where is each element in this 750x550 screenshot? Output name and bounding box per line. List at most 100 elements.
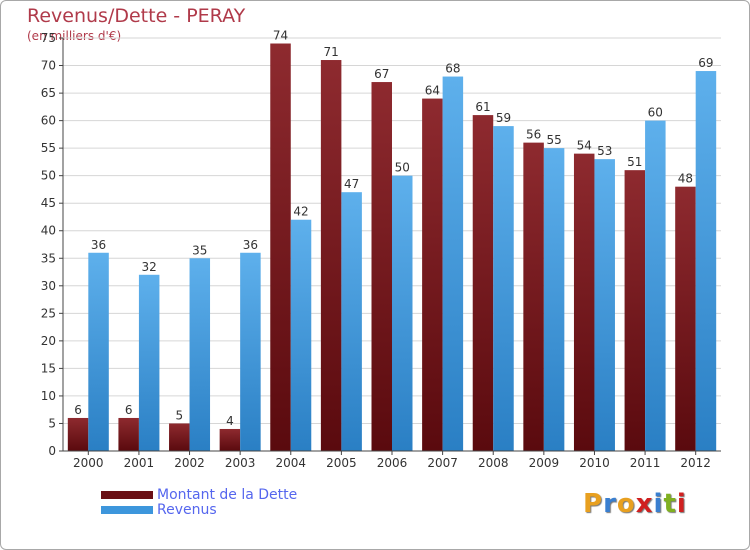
logo-letter: x: [635, 489, 654, 519]
x-tick-label: 2003: [225, 456, 256, 470]
logo-letter: P: [583, 489, 604, 519]
bar-revenus-2008: [493, 126, 514, 452]
data-label-dette: 51: [627, 155, 642, 169]
data-label-dette: 6: [74, 403, 82, 417]
logo-letter: t: [663, 489, 677, 519]
data-label-dette: 5: [175, 408, 183, 422]
data-label-revenus: 50: [395, 161, 410, 175]
logo-letter: r: [603, 489, 617, 519]
data-label-revenus: 32: [142, 260, 157, 274]
y-tick-label: 60: [41, 114, 56, 128]
data-label-revenus: 53: [597, 144, 612, 158]
bar-revenus-2002: [189, 258, 211, 451]
data-label-revenus: 42: [293, 205, 308, 219]
y-tick-label: 75: [41, 31, 56, 45]
y-tick-label: 65: [41, 86, 56, 100]
bar-dette-2012: [675, 186, 696, 451]
data-label-dette: 4: [226, 414, 234, 428]
x-tick-label: 2011: [630, 456, 661, 470]
data-label-revenus: 36: [91, 238, 106, 252]
bar-revenus-2006: [392, 175, 413, 451]
bar-dette-2001: [118, 417, 139, 451]
x-tick-label: 2009: [529, 456, 560, 470]
bar-dette-2009: [523, 142, 544, 452]
x-tick-label: 2006: [377, 456, 408, 470]
y-tick-label: 10: [41, 389, 56, 403]
logo-letter: i: [676, 489, 687, 519]
y-tick-label: 50: [41, 169, 56, 183]
data-label-dette: 61: [475, 100, 490, 114]
data-label-revenus: 35: [192, 243, 207, 257]
legend: Montant de la Dette Revenus: [101, 486, 298, 518]
legend-item-revenus: Revenus: [101, 501, 297, 518]
data-label-dette: 54: [577, 139, 592, 153]
y-tick-label: 5: [48, 416, 56, 430]
bar-revenus-2012: [695, 71, 717, 451]
data-labels: 6 36 6 32 5 35 4 36 74 42 71 47 67 50 64 68 61 59 56 55 54 53…: [74, 29, 713, 428]
x-tick-label: 2007: [427, 456, 458, 470]
data-label-dette: 6: [125, 403, 133, 417]
bar-dette-2011: [624, 170, 646, 451]
bar-dette-2007: [422, 98, 443, 451]
data-label-dette: 74: [273, 29, 288, 43]
y-tick-label: 25: [41, 306, 56, 320]
data-label-dette: 48: [678, 172, 693, 186]
logo-letter: i: [653, 489, 664, 519]
bar-dette-2006: [371, 82, 392, 451]
bar-revenus-2009: [543, 148, 565, 451]
bar-dette-2008: [472, 115, 494, 452]
bar-revenus-2000: [88, 252, 109, 451]
bar-dette-2002: [169, 423, 190, 451]
data-label-revenus: 60: [648, 106, 663, 120]
x-tick-label: 2008: [478, 456, 509, 470]
y-tick-label: 0: [48, 444, 56, 458]
x-tick-label: 2001: [124, 456, 155, 470]
x-tick-label: 2005: [326, 456, 357, 470]
bar-revenus-2007: [442, 76, 464, 452]
bar-revenus-2003: [240, 252, 261, 451]
bar-revenus-2001: [138, 274, 160, 451]
data-label-revenus: 68: [445, 62, 460, 76]
data-label-dette: 64: [425, 84, 440, 98]
data-label-dette: 67: [374, 67, 389, 81]
y-tick-label: 55: [41, 141, 56, 155]
data-label-dette: 56: [526, 128, 541, 142]
legend-swatch-revenus: [101, 505, 153, 514]
bar-dette-2005: [320, 60, 342, 451]
data-label-dette: 71: [323, 45, 338, 59]
proxiti-logo: Proxiti: [583, 489, 687, 519]
y-tick-label: 35: [41, 251, 56, 265]
data-label-revenus: 55: [546, 133, 561, 147]
bar-revenus-2004: [290, 219, 312, 451]
bar-dette-2000: [67, 417, 89, 451]
bar-revenus-2010: [594, 159, 615, 451]
chart-subtitle: (en milliers d'€): [27, 29, 122, 43]
bar-dette-2010: [573, 153, 595, 451]
data-label-revenus: 47: [344, 177, 359, 191]
data-label-revenus: 59: [496, 111, 511, 125]
x-tick-label: 2012: [680, 456, 711, 470]
data-label-revenus: 36: [243, 238, 258, 252]
y-tick-label: 15: [41, 361, 56, 375]
y-tick-label: 40: [41, 224, 56, 238]
bar-revenus-2011: [645, 120, 666, 451]
legend-label-dette: Montant de la Dette: [157, 486, 298, 503]
legend-label-revenus: Revenus: [157, 501, 217, 518]
x-tick-label: 2000: [73, 456, 104, 470]
x-tick-label: 2004: [275, 456, 306, 470]
x-tick-label: 2002: [174, 456, 205, 470]
y-tick-label: 70: [41, 59, 56, 73]
y-tick-label: 30: [41, 279, 56, 293]
y-tick-label: 20: [41, 334, 56, 348]
x-tick-label: 2010: [579, 456, 610, 470]
bar-revenus-2005: [341, 192, 362, 452]
y-tick-label: 45: [41, 196, 56, 210]
chart-title: Revenus/Dette - PERAY: [27, 5, 246, 27]
legend-swatch-dette: [101, 490, 153, 499]
data-label-revenus: 69: [698, 56, 713, 70]
bar-dette-2004: [270, 43, 291, 452]
logo-letter: o: [616, 489, 636, 519]
